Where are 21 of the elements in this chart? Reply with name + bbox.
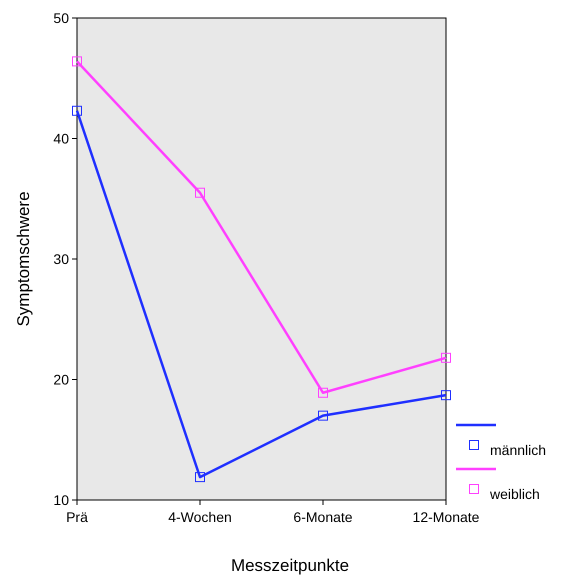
y-tick-label: 20 (53, 371, 70, 388)
legend-label: männlich (490, 442, 546, 458)
point (318, 410, 328, 421)
x-tick-label: 6-Monate (293, 509, 353, 525)
point (318, 388, 328, 398)
y-axis-title: Symptomschwere (14, 191, 33, 327)
point (441, 390, 451, 400)
x-tick-label: 12-Monate (412, 509, 480, 525)
x-tick-label: Prä (66, 509, 88, 525)
legend-label: weiblich (489, 486, 540, 502)
x-tick-label: 4-Wochen (168, 509, 232, 525)
y-tick-label: 40 (53, 130, 70, 146)
point (195, 472, 205, 482)
y-tick-label: 10 (53, 492, 70, 508)
y-tick-label: 50 (53, 10, 70, 26)
point (72, 106, 82, 116)
point (72, 56, 82, 66)
point (195, 188, 205, 198)
x-axis-title: Messzeitpunkte (230, 556, 350, 575)
y-tick-label: 30 (53, 250, 70, 267)
point (441, 352, 451, 363)
